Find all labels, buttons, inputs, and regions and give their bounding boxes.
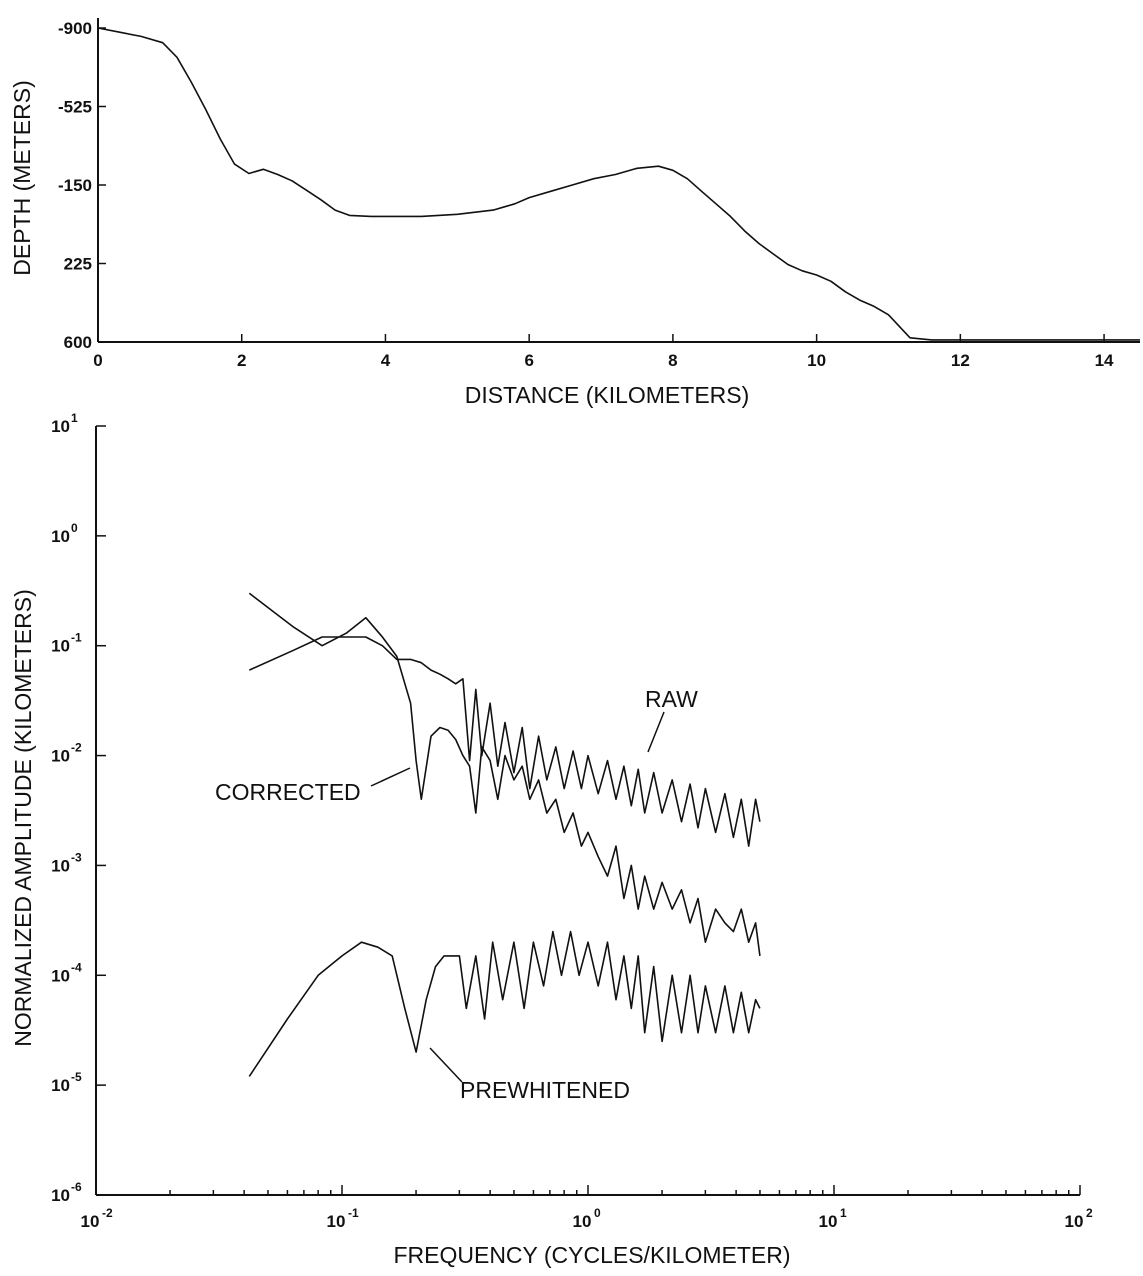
depth-y-tick-label: -900 [58,19,92,38]
annotation-corrected-leader [370,767,411,787]
depth-x-tick-label: 8 [668,351,677,370]
depth-y-tick-label: -525 [58,98,92,117]
spectrum-x-tick-label: 10 [1065,1212,1084,1231]
spectrum-x-tick-label: 10 [327,1212,346,1231]
spectrum-x-tick-exponent: 0 [594,1206,601,1220]
spectrum-y-axis-title: NORMALIZED AMPLITUDE (KILOMETERS) [10,589,36,1047]
prewhitened-spectrum-line [248,930,761,1077]
spectrum-y-tick-label: 10 [51,1186,70,1205]
spectrum-y-tick-label: 10 [51,856,70,875]
depth-profile-chart: 0 2 4 6 8 10 12 14 -900 -525 -150 225 600 DISTANCE … [9,18,1140,408]
depth-x-ticks: 0 2 4 6 8 10 12 14 [93,334,1114,370]
depth-x-tick-label: 4 [381,351,391,370]
depth-x-axis-title: DISTANCE (KILOMETERS) [465,382,750,408]
spectrum-x-axis-title: FREQUENCY (CYCLES/KILOMETER) [393,1242,790,1268]
spectrum-y-tick-label: 10 [51,527,70,546]
spectrum-x-ticks: 10 -2 10 -1 10 0 10 1 10 2 [81,1185,1093,1231]
annotation-prewhitened-leader [429,1047,463,1083]
depth-y-axis-title: DEPTH (METERS) [9,80,35,276]
spectrum-y-tick-label: 10 [51,637,70,656]
depth-x-tick-label: 6 [524,351,533,370]
annotation-corrected: CORRECTED [215,779,361,805]
depth-x-tick-label: 14 [1095,351,1114,370]
spectrum-y-tick-label: 10 [51,966,70,985]
depth-y-tick-label: 600 [64,333,92,352]
spectrum-y-tick-exponent: -6 [71,1180,82,1194]
raw-spectrum-line [248,636,761,847]
annotation-raw-leader [647,711,665,753]
spectrum-y-tick-exponent: -4 [71,960,82,974]
depth-y-tick-label: 225 [64,255,92,274]
depth-series [97,27,1140,341]
spectrum-y-tick-exponent: -2 [71,741,82,755]
spectrum-x-tick-exponent: -1 [348,1206,359,1220]
depth-profile-line [97,27,1140,341]
spectrum-x-tick-label: 10 [573,1212,592,1231]
depth-y-ticks: -900 -525 -150 225 600 [58,19,106,352]
spectrum-y-tick-label: 10 [51,747,70,766]
spectrum-y-tick-label: 10 [51,417,70,436]
spectrum-x-tick-exponent: -2 [102,1206,113,1220]
spectrum-y-tick-exponent: 1 [71,411,78,425]
spectrum-x-tick-exponent: 2 [1086,1206,1093,1220]
spectrum-y-tick-label: 10 [51,1076,70,1095]
spectrum-series [248,592,761,1077]
depth-x-tick-label: 2 [237,351,246,370]
depth-y-tick-label: -150 [58,176,92,195]
annotation-raw: RAW [645,686,698,712]
spectrum-x-tick-label: 10 [81,1212,100,1231]
depth-x-tick-label: 10 [807,351,826,370]
depth-x-tick-label: 0 [93,351,102,370]
spectrum-y-tick-exponent: -5 [71,1070,82,1084]
spectrum-x-tick-exponent: 1 [840,1206,847,1220]
corrected-spectrum-line [248,592,761,957]
depth-x-tick-label: 12 [951,351,970,370]
spectrum-x-tick-label: 10 [819,1212,838,1231]
spectrum-y-tick-exponent: -1 [71,631,82,645]
annotation-prewhitened: PREWHITENED [460,1077,630,1103]
spectrum-y-tick-exponent: 0 [71,521,78,535]
spectrum-y-tick-exponent: -3 [71,850,82,864]
